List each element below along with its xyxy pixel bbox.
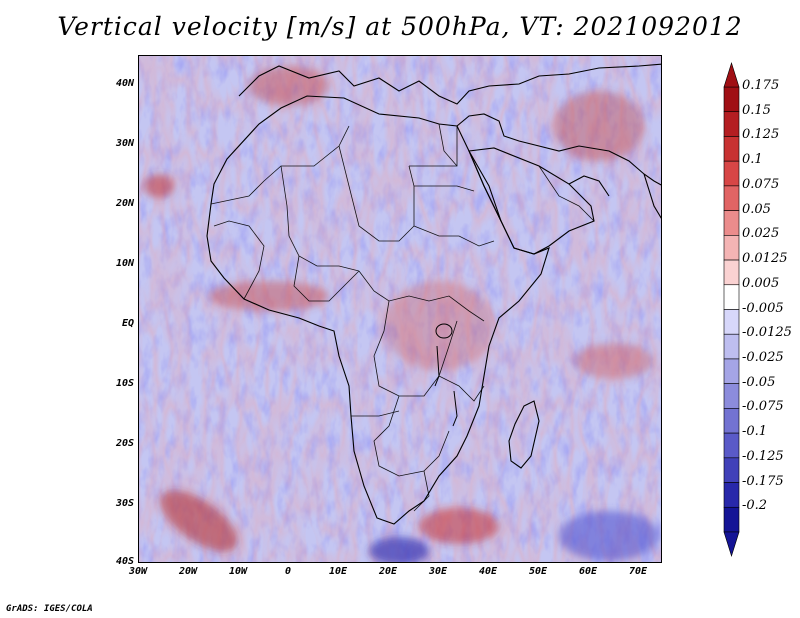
colorbar-swatch [723, 358, 740, 384]
colorbar-tick-label: 0.005 [742, 275, 780, 291]
lon-label-50e: 50E [528, 566, 548, 577]
colorbar-bottom-arrow [723, 531, 740, 558]
colorbar-tick-label: 0.1 [742, 152, 763, 168]
colorbar-tick-label: 0.0125 [742, 251, 788, 267]
colorbar-tick-label: 0.15 [742, 102, 771, 118]
colorbar-swatch [723, 457, 740, 483]
lon-label-0: 0 [284, 566, 292, 577]
credit-text: GrADS: IGES/COLA [6, 604, 93, 614]
vertical-velocity-map [139, 56, 661, 562]
colorbar-tick-label: 0.05 [742, 201, 771, 217]
colorbar-tick-label: -0.075 [742, 399, 784, 415]
colorbar-tick-label: 0.075 [742, 176, 780, 192]
colorbar-tick-label: -0.1 [742, 424, 768, 440]
colorbar-tick-label: -0.005 [742, 300, 784, 316]
colorbar-swatch [723, 111, 740, 137]
lat-label-30s: 30S [115, 498, 134, 509]
colorbar-swatch [723, 408, 740, 434]
lon-label-40e: 40E [478, 566, 498, 577]
lat-label-20n: 20N [115, 198, 134, 209]
colorbar-tick-label: -0.025 [742, 349, 784, 365]
colorbar-swatch [723, 185, 740, 211]
lon-label-10w: 10W [228, 566, 248, 577]
chart-title: Vertical velocity [m/s] at 500hPa, VT: 2… [57, 12, 743, 41]
lat-label-40s: 40S [115, 556, 134, 567]
lon-label-10e: 10E [328, 566, 348, 577]
lakes [434, 323, 458, 427]
lon-label-20e: 20E [378, 566, 398, 577]
colorbar-tick-label: -0.2 [742, 498, 768, 514]
lon-label-60e: 60E [578, 566, 598, 577]
colorbar-swatch [723, 210, 740, 236]
lat-label-30n: 30N [115, 138, 134, 149]
colorbar-swatch [723, 259, 740, 286]
colorbar-swatch [723, 432, 740, 459]
coastlines [206, 63, 661, 525]
lat-label-eq: EQ [121, 318, 134, 329]
colorbar-swatch [723, 482, 740, 508]
colorbar-swatch [723, 506, 740, 533]
colorbar-swatch [723, 333, 740, 360]
colorbar-swatch [723, 383, 740, 409]
colorbar-tick-label: 0.025 [742, 226, 780, 242]
colorbar-tick-label: -0.05 [742, 374, 776, 390]
colorbar-swatch [723, 309, 740, 335]
colorbar-swatch [723, 136, 740, 162]
lat-label-40n: 40N [115, 78, 134, 89]
colorbar-swatch [723, 86, 740, 113]
country-borders [210, 123, 595, 512]
colorbar-tick-label: 0.175 [742, 78, 780, 93]
anomaly-regions [144, 66, 659, 562]
lon-label-70e: 70E [628, 566, 648, 577]
lat-label-10n: 10N [115, 258, 134, 269]
colorbar-top-arrow [723, 61, 740, 88]
lon-label-20w: 20W [178, 566, 198, 577]
map-panel [138, 55, 662, 563]
colorbar-tick-label: -0.0125 [742, 325, 792, 341]
colorbar-swatch [723, 160, 740, 187]
colorbar-tick-label: -0.125 [742, 448, 784, 464]
lat-label-20s: 20S [115, 438, 134, 449]
colorbar-swatch [723, 284, 740, 310]
colorbar-swatch [723, 235, 740, 261]
lat-label-10s: 10S [115, 378, 134, 389]
lon-label-30e: 30E [428, 566, 448, 577]
lon-label-30w: 30W [128, 566, 148, 577]
colorbar-tick-label: -0.175 [742, 473, 784, 489]
colorbar-tick-label: 0.125 [742, 127, 780, 143]
